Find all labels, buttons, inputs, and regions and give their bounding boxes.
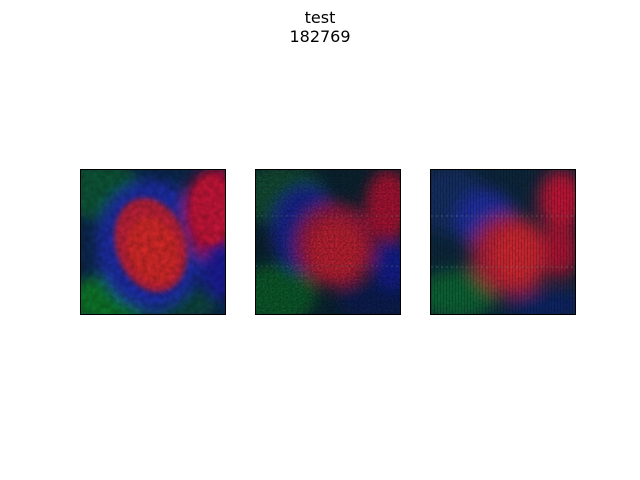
cell-image-2: [256, 170, 400, 314]
cell-image-1: [81, 170, 225, 314]
image-panel-3: [430, 169, 576, 315]
cell-image-3: [431, 170, 575, 314]
title-line-1: test: [304, 8, 336, 27]
image-panel-1: [80, 169, 226, 315]
title-line-2: 182769: [289, 27, 351, 46]
image-panel-2: [255, 169, 401, 315]
figure-title: test 182769: [0, 8, 640, 46]
